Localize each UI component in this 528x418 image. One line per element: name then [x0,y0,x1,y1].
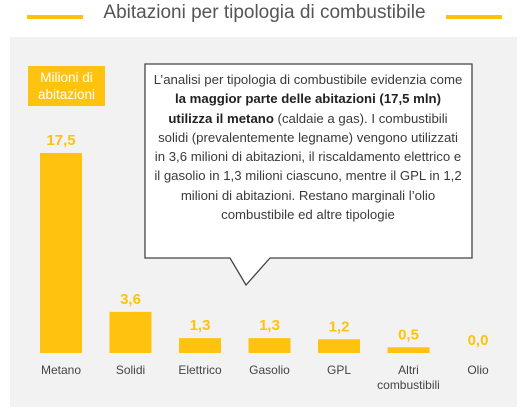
value-label-altri-combustibili: 0,5 [398,326,419,343]
bar-solidi [109,311,152,353]
value-label-olio: 0,0 [468,332,489,349]
unit-badge: Milioni di abitazioni [28,66,105,106]
category-label-gpl: GPL [327,363,351,377]
value-label-gpl: 1,2 [329,318,350,335]
bar-metano [40,153,82,353]
unit-badge-line2: abitazioni [37,87,96,102]
callout-text-intro: L’analisi per tipologia di combustibile … [153,72,463,87]
bars-group: 17,5 Metano 3,6 Solidi 1,3 Elettrico 1,3 Gasoli… [40,132,489,392]
title-rule-right [446,15,502,19]
category-label-gasolio: Gasolio [249,363,290,377]
bar-altri-combustibili [387,347,430,353]
category-label-elettrico: Elettrico [178,363,222,377]
category-label-olio: Olio [467,363,489,377]
bar-elettrico [179,338,221,353]
title-bar: Abitazioni per tipologia di combustibile [0,0,528,32]
callout-box [144,63,473,287]
category-label-altri-combustibili: combustibili [377,378,440,392]
value-label-metano: 17,5 [46,132,75,149]
callout-text-highlight: la maggior parte delle abitazioni (17,5 … [168,91,441,126]
callout-text: L’analisi per tipologia di combustibile … [152,70,464,224]
category-label-solidi: Solidi [116,363,145,377]
callout-text-detail: (caldaie a gas). I combustibili solidi (… [154,110,462,223]
category-label-metano: Metano [41,363,81,377]
unit-badge-line1: Milioni di [40,70,93,85]
chart-title: Abitazioni per tipologia di combustibile [103,2,426,23]
value-label-solidi: 3,6 [120,291,141,308]
value-label-elettrico: 1,3 [190,317,211,334]
category-label-altri-combustibili: Altri [398,363,419,377]
bar-gasolio [248,338,291,353]
value-label-gasolio: 1,3 [259,317,280,334]
title-rule-left [27,15,83,19]
bar-gpl [318,339,360,353]
